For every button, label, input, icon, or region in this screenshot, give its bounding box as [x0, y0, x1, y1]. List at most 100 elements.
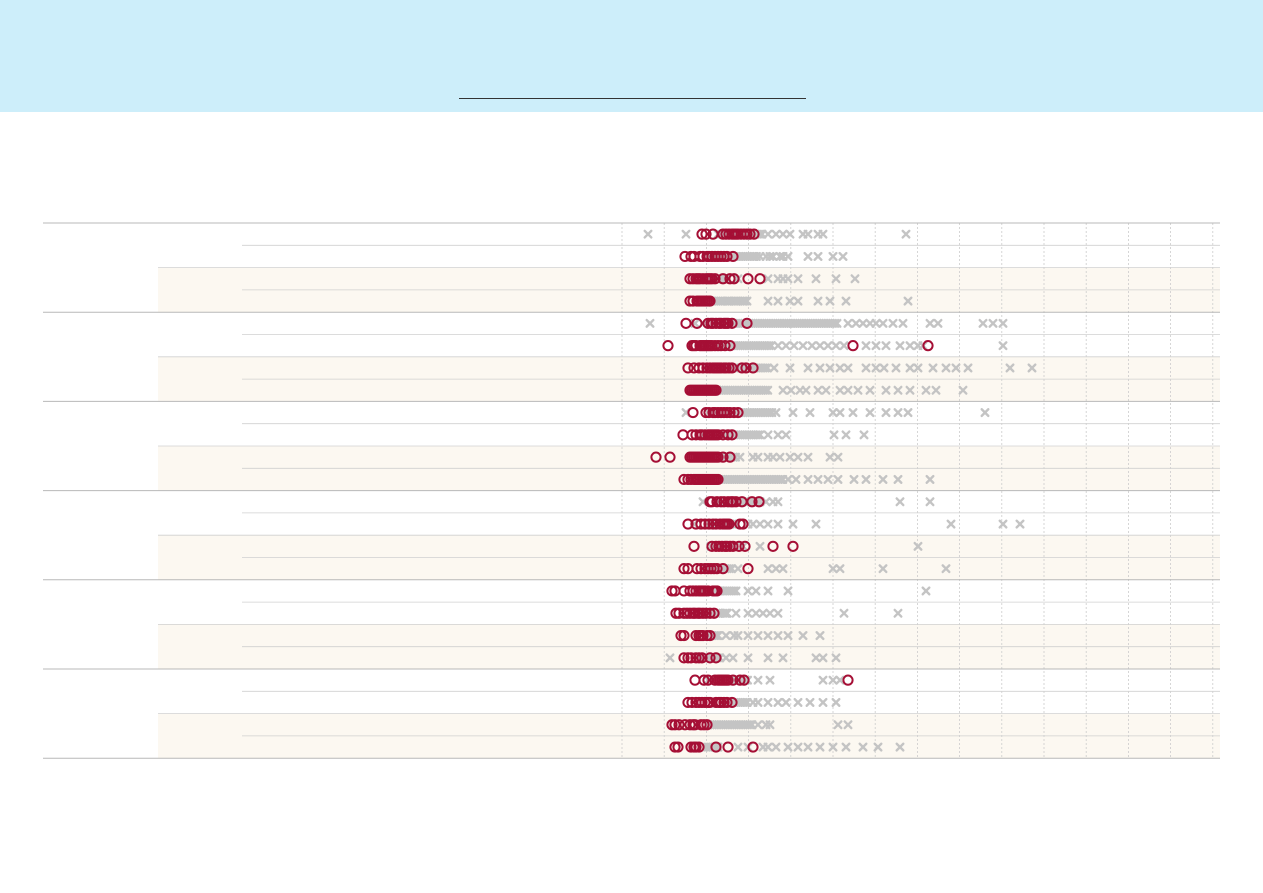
circle-marker [724, 273, 736, 285]
cross-marker [753, 452, 763, 462]
circle-marker [747, 362, 759, 374]
cross-marker [815, 363, 825, 373]
cross-marker [783, 251, 793, 261]
cross-marker [1015, 519, 1025, 529]
cross-marker [778, 229, 788, 239]
circle-marker [734, 674, 746, 686]
cross-marker [980, 408, 990, 418]
cross-marker [895, 497, 905, 507]
circle-marker [754, 273, 766, 285]
cross-marker [1005, 363, 1015, 373]
cross-marker [821, 385, 831, 395]
cross-marker [891, 363, 901, 373]
cross-marker [978, 318, 988, 328]
cross-marker [748, 519, 758, 529]
cross-marker [783, 474, 793, 484]
cross-marker [831, 697, 841, 707]
cross-marker [743, 675, 753, 685]
cross-marker [823, 341, 833, 351]
cross-marker [851, 318, 861, 328]
cross-marker [893, 385, 903, 395]
circle-marker [691, 317, 703, 329]
circle-marker [650, 451, 662, 463]
cross-marker [913, 363, 923, 373]
circle-marker [727, 540, 739, 552]
cross-marker [893, 408, 903, 418]
cross-marker [865, 385, 875, 395]
circle-marker [712, 473, 724, 486]
cross-marker [833, 474, 843, 484]
cross-marker [861, 474, 871, 484]
cross-marker [763, 229, 773, 239]
cross-marker [803, 742, 813, 752]
cross-marker [681, 229, 691, 239]
circle-marker [685, 652, 697, 664]
cross-marker [775, 452, 785, 462]
cross-marker [895, 742, 905, 752]
cross-marker [850, 274, 860, 284]
cross-marker [783, 586, 793, 596]
circle-marker [724, 340, 736, 352]
cross-marker [743, 586, 753, 596]
circle-marker [727, 674, 739, 686]
cross-marker [811, 274, 821, 284]
circle-marker [680, 317, 692, 329]
cross-marker [828, 251, 838, 261]
cross-marker [881, 408, 891, 418]
circle-marker [673, 719, 685, 731]
cross-marker [786, 385, 796, 395]
cross-marker [733, 564, 743, 574]
cross-marker [665, 653, 675, 663]
circle-marker [709, 273, 721, 285]
cross-marker [773, 497, 783, 507]
circle-marker [682, 696, 694, 709]
cross-marker [839, 341, 849, 351]
cross-marker [743, 653, 753, 663]
cross-marker [738, 296, 748, 306]
cross-marker [825, 452, 835, 462]
cross-marker [773, 697, 783, 707]
circle-marker [673, 607, 685, 619]
cross-marker [858, 318, 868, 328]
circle-marker [722, 317, 734, 329]
cross-marker [763, 742, 773, 752]
cross-marker [861, 363, 871, 373]
circle-marker [722, 674, 734, 686]
cross-marker [763, 274, 773, 284]
cross-marker [921, 586, 931, 596]
cross-marker [793, 697, 803, 707]
cross-marker [785, 452, 795, 462]
cross-marker [778, 653, 788, 663]
cross-marker [998, 341, 1008, 351]
cross-marker [881, 385, 891, 395]
cross-marker [768, 251, 778, 261]
cross-marker [728, 653, 738, 663]
cross-marker [893, 474, 903, 484]
highlight-series-layer [650, 228, 934, 753]
cross-marker [832, 318, 842, 328]
cross-marker [721, 631, 731, 641]
cross-marker [803, 229, 813, 239]
cross-marker [925, 497, 935, 507]
cross-marker [998, 318, 1008, 328]
circle-marker [704, 607, 716, 619]
cross-marker [901, 229, 911, 239]
circle-marker [736, 362, 748, 374]
circle-marker [677, 429, 689, 441]
cross-marker [871, 341, 881, 351]
cross-marker [925, 474, 935, 484]
cross-marker [963, 363, 973, 373]
cross-marker [781, 697, 791, 707]
cross-marker [731, 296, 741, 306]
cross-marker [905, 363, 915, 373]
cross-marker [755, 430, 765, 440]
circle-marker [742, 563, 754, 575]
cross-marker [778, 385, 788, 395]
circle-marker [699, 518, 711, 530]
cross-marker [818, 229, 828, 239]
cross-marker [771, 564, 781, 574]
circle-marker [738, 674, 750, 686]
circle-marker [704, 295, 716, 307]
cross-marker [761, 385, 771, 395]
